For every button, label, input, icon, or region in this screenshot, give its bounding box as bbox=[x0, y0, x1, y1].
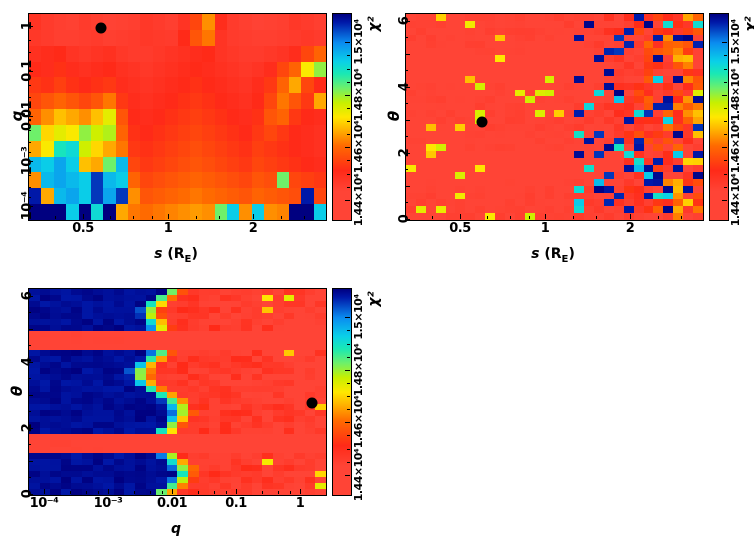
panel3-ytick-0: 0 bbox=[20, 489, 35, 499]
panel1-y-axis-title: q bbox=[8, 110, 26, 122]
heatmap-theta-vs-q bbox=[29, 289, 326, 495]
colorbar1-tick-2: 1.48×10⁴ bbox=[352, 68, 365, 122]
colorbar1-tick-3: 1.5×10⁴ bbox=[352, 19, 365, 65]
panel3-xtick-3: 0.1 bbox=[225, 496, 247, 511]
panel3-ytick-2: 4 bbox=[20, 357, 35, 367]
panel-q-vs-s-plot-area[interactable] bbox=[28, 13, 327, 221]
panel2-ytick-0: 0 bbox=[397, 214, 412, 224]
panel3-xtick-1: 10⁻³ bbox=[93, 496, 123, 511]
panel-q-vs-s: 0.5 1 2 s (RE) 1 0.1 0.01 10⁻³ 10⁻⁴ q 1.… bbox=[0, 0, 382, 275]
colorbar1-tick-0: 1.44×10⁴ bbox=[352, 173, 365, 227]
panel3-y-axis-title: θ bbox=[8, 385, 26, 397]
panel1-xtick-1: 1 bbox=[163, 221, 173, 236]
panel2-ytick-3: 6 bbox=[397, 16, 412, 26]
panel1-xtick-0: 0.5 bbox=[72, 221, 94, 236]
panel-theta-vs-q-plot-area[interactable] bbox=[28, 288, 327, 496]
best-fit-marker bbox=[306, 397, 318, 409]
colorbar2-title: χ² bbox=[743, 16, 754, 32]
panel1-ytick-4: 10⁻⁴ bbox=[20, 191, 35, 221]
panel2-x-axis-title: s (RE) bbox=[531, 246, 575, 265]
panel1-x-axis-title: s (RE) bbox=[154, 246, 198, 265]
best-fit-marker bbox=[476, 116, 488, 128]
panel3-ytick-3: 6 bbox=[20, 291, 35, 301]
colorbar-panel3 bbox=[332, 288, 352, 496]
panel3-xtick-2: 0.01 bbox=[156, 496, 188, 511]
colorbar3-tick-2: 1.48×10⁴ bbox=[352, 343, 365, 397]
panel-theta-vs-s: 0.5 1 2 s (RE) 0 2 4 6 θ 1.44×10⁴ 1.46×1… bbox=[377, 0, 754, 275]
panel1-ytick-0: 1 bbox=[20, 21, 35, 31]
panel2-ytick-2: 4 bbox=[397, 82, 412, 92]
panel2-xtick-1: 1 bbox=[540, 221, 550, 236]
panel2-y-axis-title: θ bbox=[385, 110, 403, 122]
colorbar-panel2 bbox=[709, 13, 729, 221]
colorbar3-tick-1: 1.46×10⁴ bbox=[352, 395, 365, 449]
colorbar-panel1 bbox=[332, 13, 352, 221]
panel3-xtick-0: 10⁻⁴ bbox=[29, 496, 59, 511]
panel1-ytick-1: 0.1 bbox=[20, 60, 35, 82]
colorbar2-tick-2: 1.48×10⁴ bbox=[729, 68, 742, 122]
heatmap-q-vs-s bbox=[29, 14, 326, 220]
colorbar3-tick-0: 1.44×10⁴ bbox=[352, 448, 365, 502]
panel3-xtick-4: 1 bbox=[295, 496, 305, 511]
panel-theta-vs-s-plot-area[interactable] bbox=[405, 13, 704, 221]
panel2-xtick-0: 0.5 bbox=[449, 221, 471, 236]
colorbar1-tick-1: 1.46×10⁴ bbox=[352, 120, 365, 174]
colorbar2-tick-0: 1.44×10⁴ bbox=[729, 173, 742, 227]
panel2-ytick-1: 2 bbox=[397, 148, 412, 158]
panel3-ytick-1: 2 bbox=[20, 423, 35, 433]
colorbar3-tick-3: 1.5×10⁴ bbox=[352, 294, 365, 340]
panel2-xtick-2: 2 bbox=[625, 221, 635, 236]
colorbar3-title: χ² bbox=[366, 291, 382, 307]
colorbar2-tick-1: 1.46×10⁴ bbox=[729, 120, 742, 174]
panel3-x-axis-title: q bbox=[170, 521, 182, 537]
panel1-ytick-3: 10⁻³ bbox=[20, 146, 35, 176]
best-fit-marker bbox=[95, 22, 107, 34]
panel1-xtick-2: 2 bbox=[248, 221, 258, 236]
heatmap-theta-vs-s bbox=[406, 14, 703, 220]
colorbar2-tick-3: 1.5×10⁴ bbox=[729, 19, 742, 65]
panel-theta-vs-q: 10⁻⁴ 10⁻³ 0.01 0.1 1 q 0 2 4 6 θ 1.44×10… bbox=[0, 275, 382, 550]
